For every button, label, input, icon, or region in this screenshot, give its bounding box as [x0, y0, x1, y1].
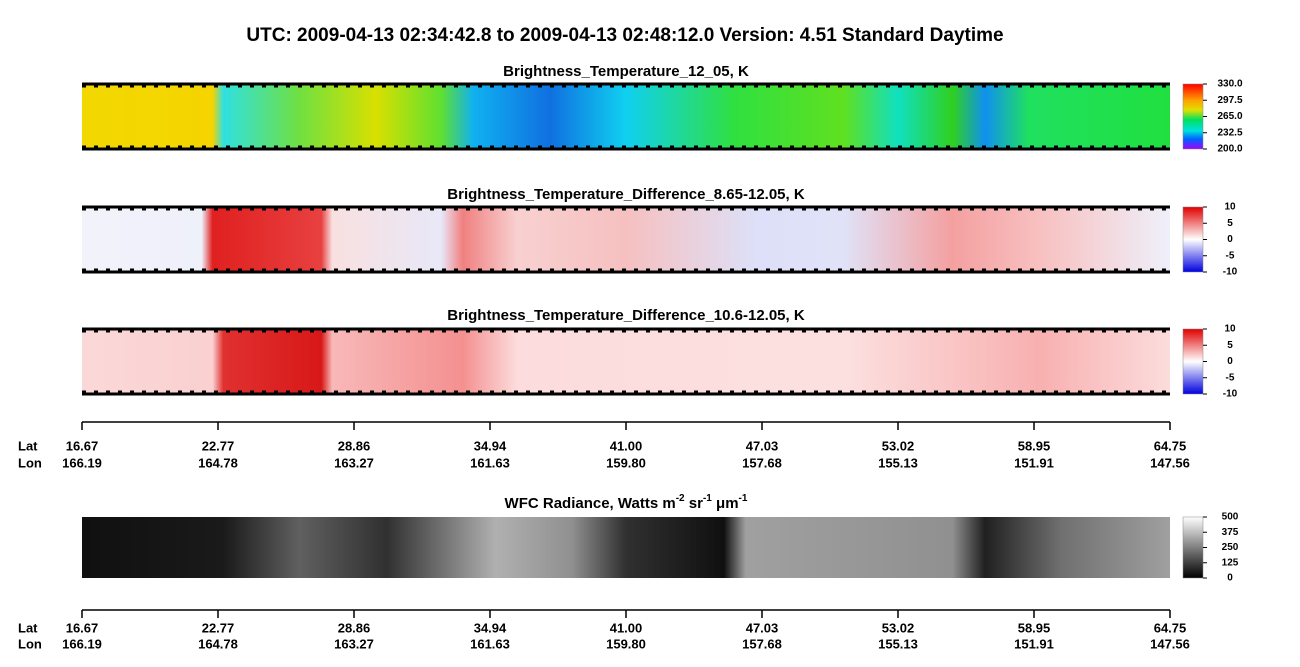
- colorbar: [1182, 206, 1204, 273]
- lat-label: 41.00: [610, 620, 643, 635]
- lat-label: 22.77: [202, 438, 235, 453]
- superscript: -2: [676, 493, 685, 504]
- superscript: -1: [703, 493, 712, 504]
- colorbar-label: 10: [1224, 324, 1236, 335]
- lon-label: 151.91: [1014, 455, 1054, 470]
- lon-title: Lon: [18, 455, 42, 470]
- panel-title: Brightness_Temperature_12_05, K: [503, 63, 749, 80]
- lon-label: 161.63: [470, 636, 510, 651]
- lat-label: 58.95: [1018, 438, 1051, 453]
- lon-label: 159.80: [606, 455, 646, 470]
- lat-title: Lat: [18, 620, 38, 635]
- lon-label: 163.27: [334, 636, 374, 651]
- lon-label: 166.19: [62, 455, 102, 470]
- lon-label: 163.27: [334, 455, 374, 470]
- colorbar-label: 250: [1222, 542, 1239, 553]
- title-part: Brightness_Temperature_Difference_8.65-1…: [447, 186, 805, 203]
- colorbar-label: 0: [1227, 234, 1233, 245]
- lat-label: 53.02: [882, 620, 915, 635]
- colorbar-label: 10: [1224, 202, 1236, 213]
- colorbar-label: 232.5: [1217, 127, 1242, 138]
- colorbar: [1182, 516, 1204, 579]
- colorbar-label: -10: [1223, 389, 1238, 400]
- lat-label: 22.77: [202, 620, 235, 635]
- lon-label: 164.78: [198, 636, 238, 651]
- lon-label: 147.56: [1150, 455, 1190, 470]
- colorbar-label: -10: [1223, 267, 1238, 278]
- lon-label: 155.13: [878, 455, 918, 470]
- image-strip: [82, 517, 1170, 578]
- colorbar-label: 0: [1227, 356, 1233, 367]
- lat-label: 58.95: [1018, 620, 1051, 635]
- image-strip: [82, 207, 1170, 272]
- colorbar-label: 265.0: [1217, 111, 1242, 122]
- colorbar-label: 5: [1227, 340, 1233, 351]
- lon-label: 161.63: [470, 455, 510, 470]
- lat-label: 28.86: [338, 620, 371, 635]
- lat-title: Lat: [18, 438, 38, 453]
- lat-label: 47.03: [746, 438, 779, 453]
- colorbar-label: 500: [1222, 512, 1239, 523]
- image-strip: [82, 84, 1170, 149]
- panel-title: Brightness_Temperature_Difference_10.6-1…: [447, 307, 805, 324]
- panel-title: WFC Radiance, Watts m-2 sr-1 μm-1: [505, 493, 748, 512]
- colorbar-label: 5: [1227, 218, 1233, 229]
- lat-label: 64.75: [1154, 620, 1187, 635]
- figure-title: UTC: 2009-04-13 02:34:42.8 to 2009-04-13…: [246, 25, 1003, 46]
- lon-label: 147.56: [1150, 636, 1190, 651]
- lon-title: Lon: [18, 636, 42, 651]
- panel-title: Brightness_Temperature_Difference_8.65-1…: [447, 186, 805, 203]
- colorbar: [1182, 328, 1204, 395]
- lon-label: 159.80: [606, 636, 646, 651]
- title-part: sr: [685, 495, 704, 512]
- lat-label: 34.94: [474, 620, 507, 635]
- colorbar-label: -5: [1226, 372, 1235, 383]
- lon-label: 155.13: [878, 636, 918, 651]
- colorbar-label: 200.0: [1217, 144, 1242, 155]
- image-strip: [82, 329, 1170, 394]
- lat-label: 41.00: [610, 438, 643, 453]
- title-part: Brightness_Temperature_12_05, K: [503, 63, 749, 80]
- lat-label: 28.86: [338, 438, 371, 453]
- lat-label: 16.67: [66, 438, 99, 453]
- lon-label: 157.68: [742, 636, 782, 651]
- colorbar-label: 297.5: [1217, 95, 1242, 106]
- colorbar-label: 375: [1222, 527, 1239, 538]
- lon-label: 166.19: [62, 636, 102, 651]
- lon-label: 164.78: [198, 455, 238, 470]
- colorbar-label: -5: [1226, 250, 1235, 261]
- colorbar: [1182, 83, 1204, 150]
- lat-label: 16.67: [66, 620, 99, 635]
- lon-label: 151.91: [1014, 636, 1054, 651]
- title-part: Brightness_Temperature_Difference_10.6-1…: [447, 307, 805, 324]
- lat-label: 64.75: [1154, 438, 1187, 453]
- colorbar-label: 125: [1222, 557, 1239, 568]
- title-part: μm: [712, 495, 739, 512]
- superscript: -1: [739, 493, 748, 504]
- title-part: WFC Radiance, Watts m: [505, 495, 676, 512]
- lat-label: 34.94: [474, 438, 507, 453]
- lon-label: 157.68: [742, 455, 782, 470]
- lat-label: 47.03: [746, 620, 779, 635]
- colorbar-label: 0: [1227, 573, 1233, 584]
- lat-label: 53.02: [882, 438, 915, 453]
- colorbar-label: 330.0: [1217, 79, 1242, 90]
